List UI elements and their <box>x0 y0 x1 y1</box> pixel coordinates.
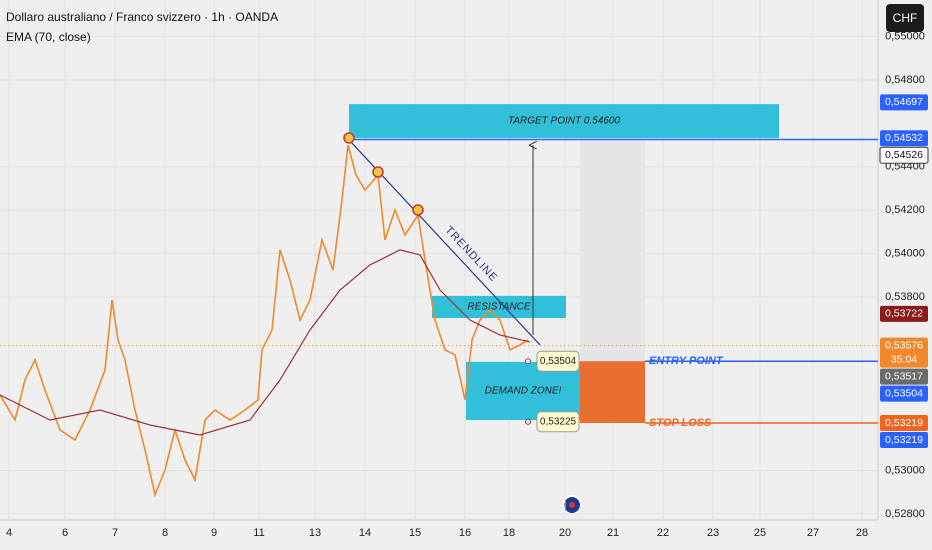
price-label: 0,53722 <box>885 308 923 320</box>
pivot-point <box>343 132 355 144</box>
x-tick-label: 15 <box>409 527 421 539</box>
pivot-point <box>412 204 424 216</box>
y-tick-label: 0,53000 <box>885 464 925 476</box>
callout-label: 0,53504 <box>540 356 577 367</box>
price-label: 0,53576 <box>885 339 923 351</box>
level-label: ENTRY POINT <box>649 355 724 367</box>
price-label-box <box>880 305 928 322</box>
x-tick-label: 9 <box>211 527 217 539</box>
level-label: STOP LOSS <box>649 417 712 429</box>
price-label-box <box>880 432 928 449</box>
y-tick-label: 0,53800 <box>885 291 925 303</box>
x-tick-label: 23 <box>707 527 719 539</box>
y-tick-label: 0,52800 <box>885 508 925 520</box>
price-label-box <box>879 146 929 164</box>
price-label: 0,54532 <box>885 132 923 144</box>
x-tick-label: 7 <box>112 527 118 539</box>
x-tick-label: 18 <box>503 527 515 539</box>
y-tick-label: 0,55000 <box>885 31 925 43</box>
x-tick-label: 21 <box>607 527 619 539</box>
x-tick-label: 16 <box>459 527 471 539</box>
x-tick-label: 13 <box>309 527 321 539</box>
y-tick-label: 0,54000 <box>885 248 925 260</box>
callout-box <box>536 350 580 372</box>
x-tick-label: 4 <box>6 527 12 539</box>
callout-dot <box>525 418 531 425</box>
price-countdown: 35:04 <box>891 353 917 365</box>
price-label: 0,54526 <box>885 149 923 161</box>
x-tick-label: 14 <box>359 527 371 539</box>
position-stop-area <box>580 361 645 424</box>
y-tick-label: 0,54800 <box>885 74 925 86</box>
x-tick-label: 8 <box>162 527 168 539</box>
price-label-box <box>880 368 928 385</box>
price-label: 0,53517 <box>885 370 923 382</box>
trendline-label: TRENDLINE <box>442 224 499 284</box>
callout-label: 0,53225 <box>540 416 577 427</box>
event-flag-dot <box>569 502 575 508</box>
x-tick-label: 22 <box>657 527 669 539</box>
price-label: 0,54697 <box>885 96 923 108</box>
zone-label: DEMAND ZONE! <box>485 386 562 397</box>
price-label-box <box>880 94 928 111</box>
chart-title: Dollaro australiano / Franco svizzero · … <box>6 10 279 24</box>
x-tick-label: 28 <box>856 527 868 539</box>
x-tick-label: 20 <box>559 527 571 539</box>
position-target-area <box>580 139 645 362</box>
price-label: 0,53504 <box>885 387 923 399</box>
x-tick-label: 11 <box>253 527 264 539</box>
price-label: 0,53219 <box>885 434 923 446</box>
pivot-point <box>372 166 384 178</box>
callout-dot <box>525 358 531 365</box>
zone-label: RESISTANCE <box>467 302 530 313</box>
x-tick-label: 25 <box>754 527 766 539</box>
currency-button[interactable]: CHF <box>886 4 924 32</box>
x-tick-label: 6 <box>62 527 68 539</box>
price-label-box <box>880 337 928 368</box>
price-label-box <box>880 385 928 402</box>
callout-box <box>536 411 580 433</box>
price-line <box>0 144 529 498</box>
price-label-box <box>880 415 928 432</box>
price-label-box <box>880 130 928 147</box>
zone <box>349 104 779 138</box>
ema-line <box>0 249 531 436</box>
y-tick-label: 0,54400 <box>885 161 925 173</box>
zone-label: TARGET POINT 0.54600 <box>508 116 621 127</box>
price-label: 0,53219 <box>885 417 923 429</box>
x-tick-label: 27 <box>807 527 819 539</box>
y-tick-label: 0,54200 <box>885 204 925 216</box>
indicator-label: EMA (70, close) <box>6 30 91 44</box>
